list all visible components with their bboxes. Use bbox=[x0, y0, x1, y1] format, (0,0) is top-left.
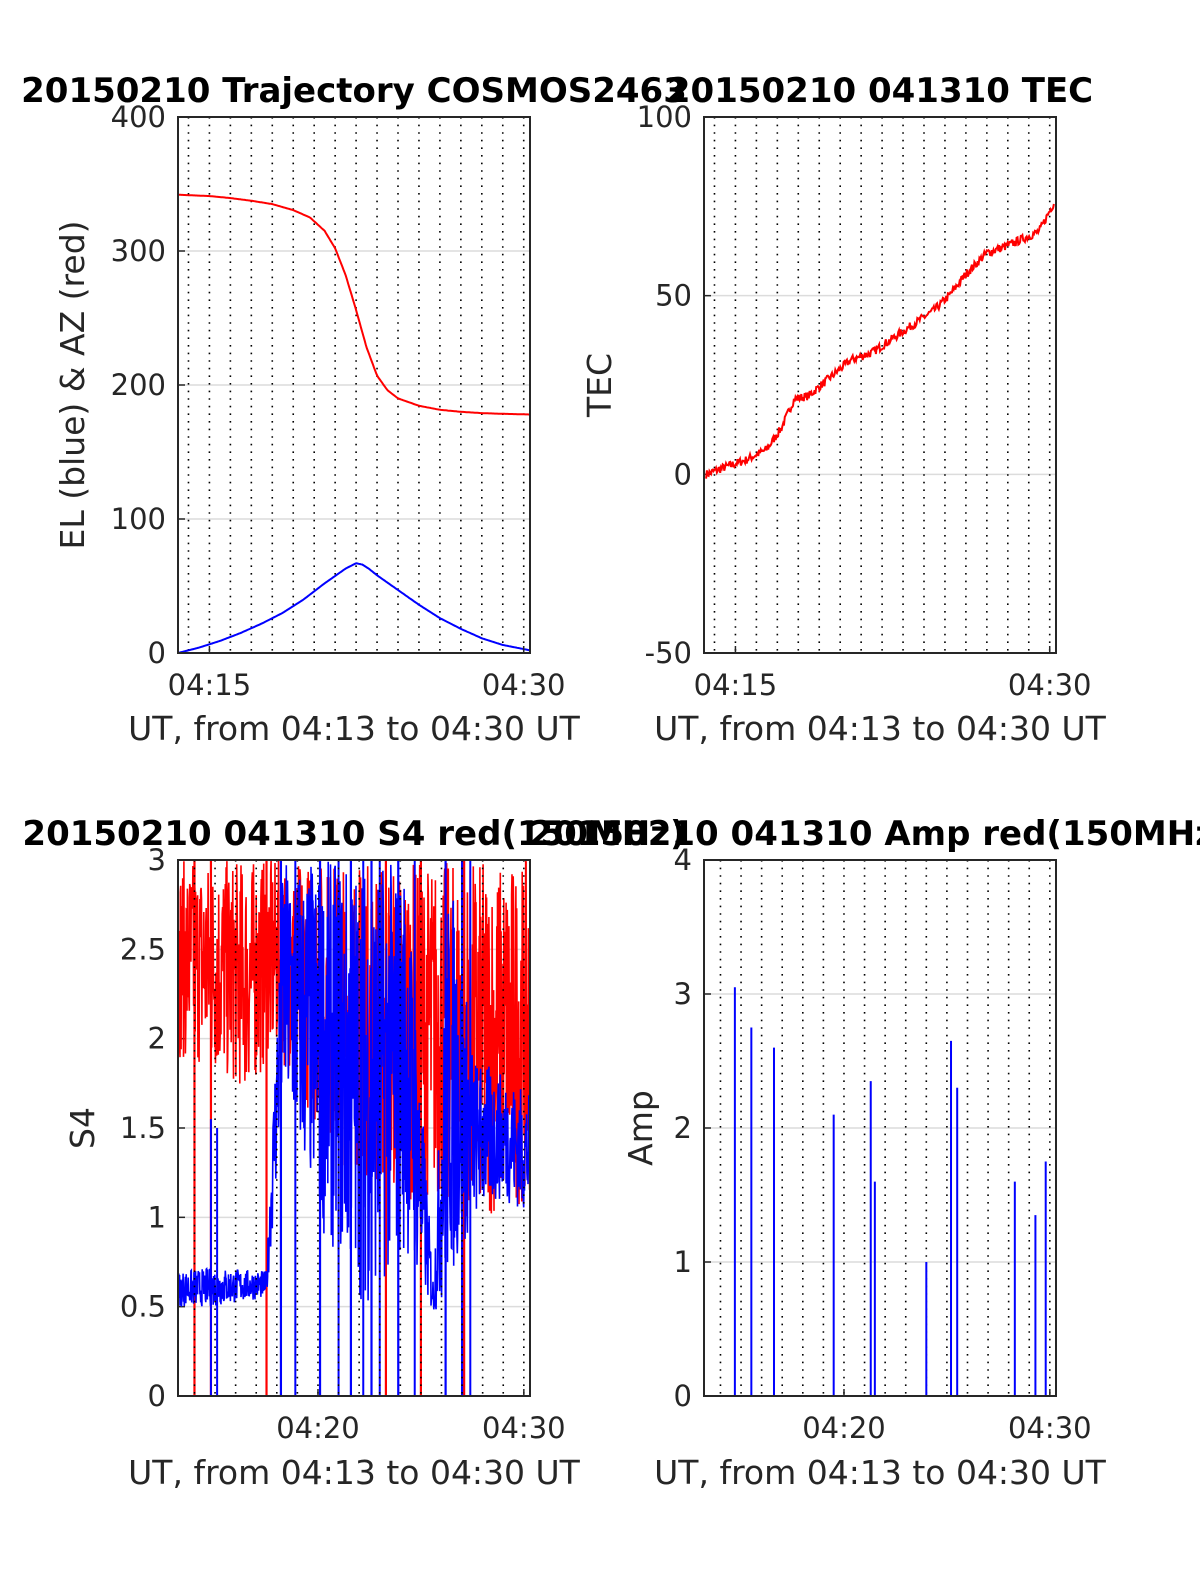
x-tick-label: 04:20 bbox=[276, 1411, 360, 1445]
y-tick-label: 100 bbox=[111, 502, 166, 536]
y-tick-label: 2 bbox=[674, 1111, 692, 1145]
y-tick-label: 200 bbox=[111, 368, 166, 402]
y-tick-labels: 0 0.5 1 1.5 2 2.5 3 bbox=[120, 843, 166, 1413]
data-marks bbox=[705, 203, 1055, 479]
y-tick-label: 0 bbox=[674, 457, 692, 491]
y-axis-label: S4 bbox=[63, 1107, 102, 1149]
x-tick-label: 04:20 bbox=[802, 1411, 886, 1445]
y-tick-label: 1 bbox=[674, 1245, 692, 1279]
x-tick-label: 04:30 bbox=[1008, 668, 1092, 702]
series-line-1 bbox=[177, 562, 531, 654]
y-axis-label: Amp bbox=[621, 1090, 660, 1166]
x-axis-label: UT, from 04:13 to 04:30 UT bbox=[128, 1453, 581, 1492]
panel-tec: -50 0 50 100 04:15 04:30 20150210 041310 TEC… bbox=[580, 71, 1107, 748]
y-tick-label: 3 bbox=[674, 977, 692, 1011]
chart-title: 20150210 041310 TEC bbox=[667, 71, 1093, 111]
x-tick-label: 04:30 bbox=[1008, 1411, 1092, 1445]
x-axis-label: UT, from 04:13 to 04:30 UT bbox=[128, 709, 581, 748]
y-tick-label: 0.5 bbox=[120, 1290, 166, 1324]
chart-title: 20150210 041310 Amp red(150MHz) bbox=[529, 814, 1200, 854]
y-tick-label: 100 bbox=[637, 100, 692, 134]
x-axis-label: UT, from 04:13 to 04:30 UT bbox=[654, 1453, 1107, 1492]
y-tick-label: 1.5 bbox=[120, 1111, 166, 1145]
x-tick-labels: 04:15 04:30 bbox=[694, 646, 1092, 702]
x-tick-labels: 04:20 04:30 bbox=[276, 1389, 566, 1445]
x-tick-label: 04:15 bbox=[694, 668, 778, 702]
x-tick-labels: 04:20 04:30 bbox=[802, 1389, 1092, 1445]
axes-box bbox=[177, 859, 531, 1397]
y-tick-label: 1 bbox=[148, 1200, 166, 1234]
panel-s4: 0 0.5 1 1.5 2 2.5 3 04:20 04:30 20150210 041310… bbox=[22, 814, 685, 1492]
chart-title: 20150210 041310 S4 red(150MHz) bbox=[22, 814, 685, 854]
plot-area bbox=[704, 117, 1056, 653]
y-tick-label: 0 bbox=[674, 1379, 692, 1413]
data-marks bbox=[177, 193, 531, 654]
x-tick-label: 04:30 bbox=[482, 1411, 566, 1445]
x-tick-label: 04:30 bbox=[482, 668, 566, 702]
panel-amp: 0 1 2 3 4 04:20 04:30 20150210 041310 Amp red… bbox=[529, 814, 1200, 1492]
y-tick-labels: 0 1 2 3 4 bbox=[674, 843, 692, 1413]
y-tick-label: 2 bbox=[148, 1022, 166, 1056]
chart-title: 20150210 Trajectory COSMOS2463 bbox=[21, 71, 687, 111]
x-tick-label: 04:15 bbox=[168, 668, 252, 702]
y-tick-label: 300 bbox=[111, 234, 166, 268]
x-tick-labels: 04:15 04:30 bbox=[168, 646, 566, 702]
axes-box bbox=[703, 859, 1057, 1397]
panel-trajectory: 0 100 200 300 400 04:15 04:30 20150210 Trajec… bbox=[21, 71, 687, 748]
y-tick-label: 400 bbox=[111, 100, 166, 134]
axes-box bbox=[177, 116, 531, 654]
series-line-0 bbox=[705, 203, 1055, 479]
y-tick-label: 0 bbox=[148, 1379, 166, 1413]
series-line-0 bbox=[177, 193, 530, 416]
y-axis-label: TEC bbox=[580, 353, 619, 418]
y-tick-label: 0 bbox=[148, 636, 166, 670]
x-axis-label: UT, from 04:13 to 04:30 UT bbox=[654, 709, 1107, 748]
axes-box bbox=[703, 116, 1057, 654]
y-tick-label: 2.5 bbox=[120, 932, 166, 966]
y-tick-label: 3 bbox=[148, 843, 166, 877]
y-tick-label: -50 bbox=[645, 636, 692, 670]
y-axis-label: EL (blue) & AZ (red) bbox=[53, 220, 92, 549]
data-marks bbox=[177, 859, 531, 1396]
y-tick-label: 50 bbox=[655, 279, 692, 313]
y-tick-label: 4 bbox=[674, 843, 692, 877]
y-tick-labels: -50 0 50 100 bbox=[637, 100, 692, 670]
y-tick-labels: 0 100 200 300 400 bbox=[111, 100, 166, 670]
